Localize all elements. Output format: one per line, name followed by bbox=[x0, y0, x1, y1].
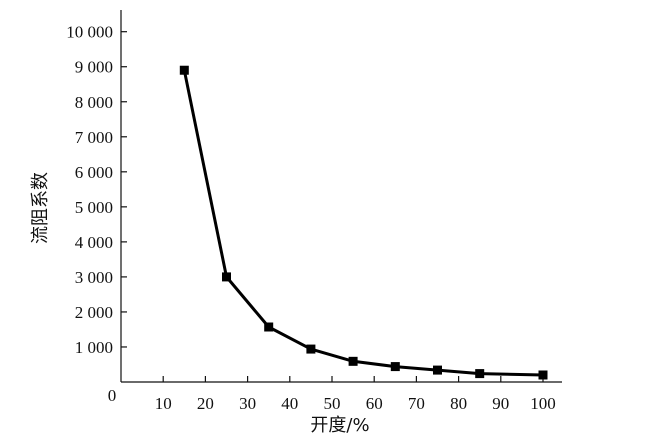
y-tick-label: 5 000 bbox=[75, 198, 113, 217]
x-tick-label: 90 bbox=[492, 394, 509, 413]
x-tick-label: 80 bbox=[450, 394, 467, 413]
y-tick-label: 8 000 bbox=[75, 93, 113, 112]
data-point bbox=[264, 322, 274, 332]
data-point bbox=[475, 369, 485, 379]
y-tick-label: 4 000 bbox=[75, 233, 113, 252]
x-tick-label: 60 bbox=[366, 394, 383, 413]
y-tick-label: 9 000 bbox=[75, 58, 113, 77]
data-point bbox=[433, 365, 442, 375]
data-point bbox=[538, 370, 548, 380]
y-tick-label: 10 000 bbox=[66, 23, 113, 42]
data-point bbox=[179, 65, 189, 75]
y-tick-label: 1 000 bbox=[75, 338, 113, 357]
data-point bbox=[348, 356, 358, 366]
y-tick-label: 2 000 bbox=[75, 303, 113, 322]
data-point bbox=[390, 362, 400, 372]
y-tick-label: 7 000 bbox=[75, 128, 113, 147]
x-tick-label: 40 bbox=[281, 394, 298, 413]
plot-area bbox=[120, 10, 562, 383]
data-point bbox=[222, 272, 231, 282]
x-tick-label: 30 bbox=[239, 394, 256, 413]
y-axis: 1 000 2 000 3 000 4 000 5 000 6 000 7 000 8 000… bbox=[66, 23, 127, 357]
y-tick-label: 3 000 bbox=[75, 268, 113, 287]
x-tick-label: 50 bbox=[324, 394, 341, 413]
x-tick-label: 20 bbox=[197, 394, 214, 413]
series-layer bbox=[179, 65, 548, 380]
x-axis-title: 开度/% bbox=[310, 415, 369, 436]
x-tick-label: 100 bbox=[530, 394, 556, 413]
x-tick-label: 10 bbox=[155, 394, 172, 413]
y-axis-title: 流阻系数 bbox=[30, 172, 51, 244]
series-line bbox=[182, 69, 544, 377]
data-point bbox=[306, 344, 316, 354]
y-tick-label: 6 000 bbox=[75, 163, 113, 182]
x-tick-label: 70 bbox=[408, 394, 425, 413]
x-axis: 10 20 30 40 50 60 70 80 90 100 bbox=[155, 376, 556, 413]
origin-label: 0 bbox=[108, 386, 117, 405]
